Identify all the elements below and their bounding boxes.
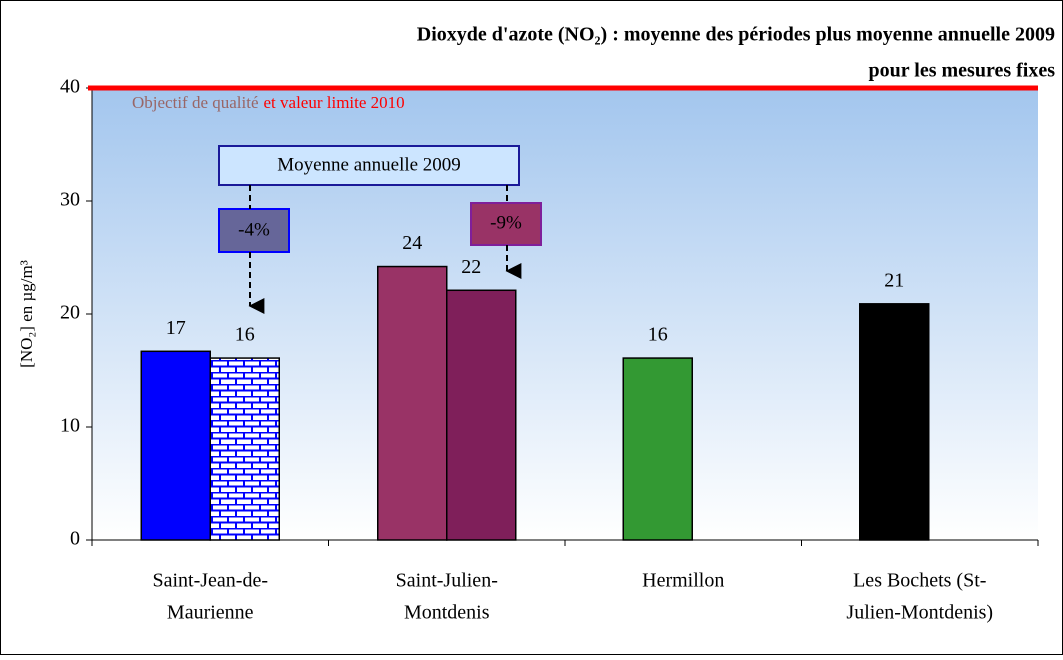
x-tick-label: Saint-Jean-de- [152, 570, 268, 592]
y-axis-label: [NO₂] en µg/m³ [17, 260, 36, 368]
x-tick-label: Les Bochets (St- [853, 570, 986, 592]
chart-title: Dioxyde d'azote (NO₂) : moyenne des péri… [417, 24, 1055, 46]
x-tick-label: Montdenis [404, 602, 490, 624]
y-tick-label: 10 [60, 415, 80, 437]
bar [446, 289, 517, 541]
value-label: 21 [884, 269, 904, 291]
change-text: -4% [238, 219, 270, 240]
x-tick-label: Saint-Julien- [396, 570, 498, 592]
bar [377, 265, 448, 541]
change-box [218, 208, 290, 253]
y-tick-label: 20 [60, 302, 80, 324]
value-label: 22 [461, 256, 481, 278]
marks [140, 265, 930, 541]
value-label: 16 [648, 324, 668, 346]
reference-label-part: Objectif de qualité [132, 93, 259, 112]
arrows [248, 185, 522, 314]
annotation-box [218, 145, 520, 186]
x-tick-label: Julien-Montdenis) [846, 602, 993, 624]
value-label: 16 [235, 324, 255, 346]
chart-title: pour les mesures fixes [869, 60, 1056, 82]
x-tick-label: Hermillon [642, 570, 724, 592]
change-text: -9% [490, 212, 522, 233]
bar [622, 357, 693, 541]
change-box [470, 202, 542, 246]
bar [209, 357, 280, 541]
y-tick-label: 30 [60, 189, 80, 211]
reference-label-part: et valeur limite 2010 [264, 93, 405, 112]
reference-label: Objectif de qualité et valeur limite 2010 [132, 93, 405, 112]
bar [140, 350, 211, 541]
x-tick-label: Maurienne [167, 602, 254, 624]
bar [859, 303, 930, 541]
value-label: 17 [166, 317, 186, 339]
y-tick-label: 40 [60, 76, 80, 98]
value-label: 24 [402, 232, 422, 254]
y-tick-label: 0 [70, 528, 80, 550]
annotation-text: Moyenne annuelle 2009 [277, 154, 461, 175]
